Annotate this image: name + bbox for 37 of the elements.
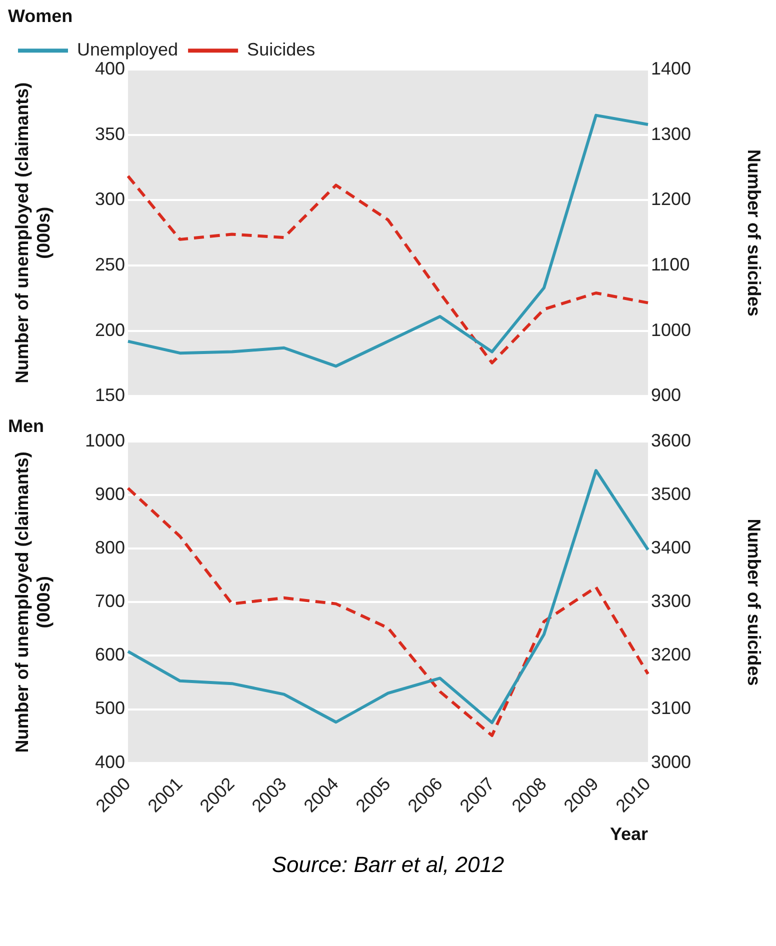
y2-tick-label: 3300 <box>651 591 692 612</box>
legend-label: Suicides <box>247 40 316 60</box>
y2-axis-title: Number of suicides <box>744 518 764 686</box>
y2-tick-label: 1000 <box>651 320 692 340</box>
y2-tick-label: 1200 <box>651 189 692 210</box>
y-tick-label: 600 <box>94 644 125 665</box>
y2-tick-label: 3100 <box>651 698 692 718</box>
y-tick-label: 150 <box>94 385 125 406</box>
y-tick-label: 400 <box>94 752 125 772</box>
y2-tick-label: 1400 <box>651 58 692 79</box>
y-tick-label: 250 <box>94 254 125 275</box>
y2-tick-label: 3000 <box>651 752 692 772</box>
y2-axis-title: Number of suicides <box>744 149 764 316</box>
chart-title: Men <box>8 416 44 436</box>
legend-label: Unemployed <box>77 40 178 60</box>
y2-tick-label: 3500 <box>651 484 692 504</box>
x-axis-title: Year <box>610 824 648 844</box>
y2-tick-label: 3200 <box>651 644 692 665</box>
y-tick-label: 700 <box>94 591 125 612</box>
y-axis-title: Number of unemployed (claimants) (000s) <box>12 82 54 384</box>
y2-tick-label: 900 <box>651 385 682 406</box>
y2-tick-label: 3400 <box>651 538 692 558</box>
y-axis-title: Number of unemployed (claimants) (000s) <box>12 452 54 753</box>
y-tick-label: 400 <box>94 58 125 79</box>
source-note: Source: Barr et al, 2012 <box>270 852 506 878</box>
y-tick-label: 200 <box>94 320 125 340</box>
y-tick-label: 350 <box>94 124 125 144</box>
y-tick-label: 1000 <box>84 430 125 451</box>
y2-tick-label: 3600 <box>651 430 692 451</box>
y-tick-label: 800 <box>94 538 125 558</box>
line-series <box>126 174 650 364</box>
chart-title: Women <box>8 6 73 26</box>
y-tick-label: 900 <box>94 484 125 504</box>
y2-tick-label: 1100 <box>651 254 690 275</box>
y-tick-label: 300 <box>94 189 125 210</box>
y2-tick-label: 1300 <box>651 124 692 144</box>
y-tick-label: 500 <box>94 698 125 718</box>
